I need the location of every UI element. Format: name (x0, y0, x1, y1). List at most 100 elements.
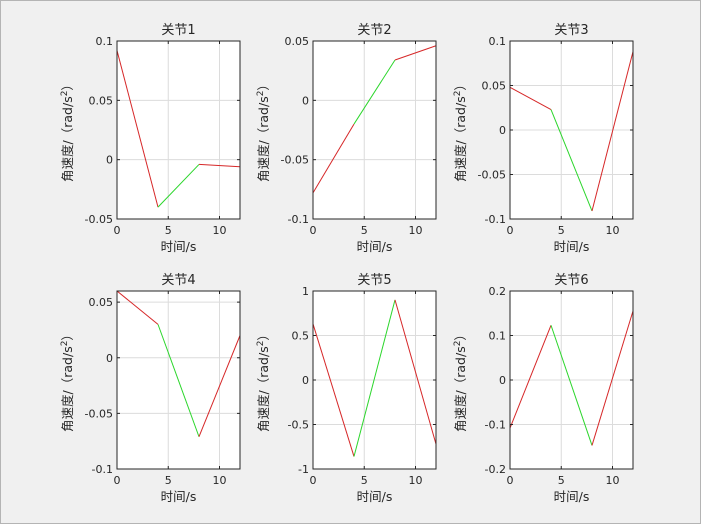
y-axis-label-superscript: 2 (453, 91, 463, 97)
y-tick-label: -0.1 (485, 419, 506, 432)
x-tick-label: 10 (409, 224, 423, 237)
y-tick-label: -0.05 (85, 213, 113, 226)
series-line-1 (116, 290, 159, 325)
series-line-2 (550, 109, 593, 212)
series-line-3 (198, 335, 241, 437)
series-line-2 (157, 324, 200, 437)
subplot-5: 0 5 10 -1 -0.5 0 0.5 1 关节5 时间/s 角速度/（rad/s2） (256, 273, 437, 504)
y-tick-label: -0.05 (478, 169, 506, 182)
x-tick-label: 10 (409, 474, 423, 487)
y-axis-label-superscript: 2 (256, 341, 266, 347)
subplot-6: 0 5 10 -0.2 -0.1 0 0.1 0.2 关节6 时间/s 角速度/（rad/s2） (453, 273, 634, 504)
chart-title: 关节6 (554, 273, 588, 288)
y-axis-label-main: 角速度/（rad/s (453, 346, 468, 432)
series-line-1 (312, 123, 355, 194)
series-line-2 (353, 59, 396, 125)
y-axis-label: 角速度/（rad/s2） (60, 78, 75, 182)
y-tick-label: 0.1 (96, 35, 114, 48)
y-tick-label: -0.05 (85, 407, 113, 420)
x-tick-label: 5 (165, 474, 172, 487)
y-axis-label-suffix: ） (60, 328, 75, 341)
x-tick-label: 0 (507, 474, 514, 487)
y-tick-label: 0 (302, 374, 309, 387)
x-axis-label: 时间/s (357, 239, 393, 254)
axes-border (116, 40, 241, 220)
x-tick-label: 5 (361, 224, 368, 237)
y-axis-label: 角速度/（rad/s2） (60, 328, 75, 432)
subplot-3: 0 5 10 -0.1 -0.05 0 0.05 0.1 关节3 时间/s 角速度/（rad/s2） (453, 23, 634, 254)
x-tick-label: 5 (558, 224, 565, 237)
x-tick-label: 10 (606, 474, 620, 487)
y-tick-label: 0 (106, 352, 113, 365)
chart-title: 关节4 (161, 273, 195, 288)
series-line-3 (394, 45, 437, 61)
y-tick-label: 0.5 (292, 330, 310, 343)
series-line-2 (550, 325, 593, 446)
axes-border (116, 290, 241, 470)
x-tick-label: 0 (114, 474, 121, 487)
y-axis-label: 角速度/（rad/s2） (453, 328, 468, 432)
y-axis-label: 角速度/（rad/s2） (256, 78, 271, 182)
series-line-1 (509, 325, 552, 429)
x-tick-label: 10 (213, 474, 227, 487)
chart-title: 关节2 (357, 23, 391, 38)
y-axis-label-main: 角速度/（rad/s (453, 96, 468, 182)
y-axis-label-suffix: ） (453, 78, 468, 91)
series-line-2 (157, 164, 200, 208)
y-tick-label: 0.05 (285, 35, 310, 48)
series-line-3 (591, 51, 634, 212)
x-axis-label: 时间/s (554, 239, 590, 254)
x-tick-label: 10 (213, 224, 227, 237)
y-axis-label-suffix: ） (256, 78, 271, 91)
y-tick-label: -0.05 (281, 154, 309, 167)
y-tick-label: 0.1 (489, 35, 507, 48)
y-axis-label-suffix: ） (453, 328, 468, 341)
y-tick-label: -1 (298, 463, 309, 476)
y-tick-label: -0.1 (288, 213, 309, 226)
subplot-2: 0 5 10 -0.1 -0.05 0 0.05 关节2 时间/s 角速度/（rad/s2） (256, 23, 437, 254)
y-axis-label-superscript: 2 (256, 91, 266, 97)
y-tick-label: -0.5 (288, 419, 309, 432)
y-tick-label: 0 (499, 124, 506, 137)
y-axis-label-main: 角速度/（rad/s (60, 346, 75, 432)
y-axis-label-suffix: ） (256, 328, 271, 341)
y-tick-label: 0 (302, 94, 309, 107)
y-tick-label: -0.1 (92, 463, 113, 476)
plot-area (116, 40, 241, 220)
x-tick-label: 5 (165, 224, 172, 237)
y-axis-label: 角速度/（rad/s2） (453, 78, 468, 182)
series-line-1 (509, 86, 552, 110)
subplot-4: 0 5 10 -0.1 -0.05 0 0.05 关节4 时间/s 角速度/（rad/s2） (60, 273, 241, 504)
y-tick-label: 0.1 (489, 330, 507, 343)
y-axis-label-main: 角速度/（rad/s (256, 96, 271, 182)
chart-title: 关节1 (161, 23, 195, 38)
x-axis-label: 时间/s (161, 489, 197, 504)
x-axis-label: 时间/s (554, 489, 590, 504)
y-tick-label: -0.2 (485, 463, 506, 476)
x-axis-label: 时间/s (161, 239, 197, 254)
x-tick-label: 0 (507, 224, 514, 237)
series-line-3 (198, 163, 241, 168)
series-line-2 (353, 299, 396, 457)
plot-area (312, 40, 437, 220)
x-tick-label: 0 (310, 224, 317, 237)
series-line-3 (394, 299, 437, 445)
x-tick-label: 0 (114, 224, 121, 237)
y-tick-label: 0.05 (89, 94, 114, 107)
y-axis-label-main: 角速度/（rad/s (256, 346, 271, 432)
x-tick-label: 10 (606, 224, 620, 237)
x-tick-label: 0 (310, 474, 317, 487)
y-axis-label-superscript: 2 (60, 91, 70, 97)
chart-title: 关节3 (554, 23, 588, 38)
chart-title: 关节5 (357, 273, 391, 288)
y-axis-label-main: 角速度/（rad/s (60, 96, 75, 182)
series-line-1 (312, 323, 355, 457)
y-tick-label: -0.1 (485, 213, 506, 226)
y-axis-label-suffix: ） (60, 78, 75, 91)
y-tick-label: 1 (302, 285, 309, 298)
x-tick-label: 5 (558, 474, 565, 487)
series-line-1 (116, 50, 159, 208)
